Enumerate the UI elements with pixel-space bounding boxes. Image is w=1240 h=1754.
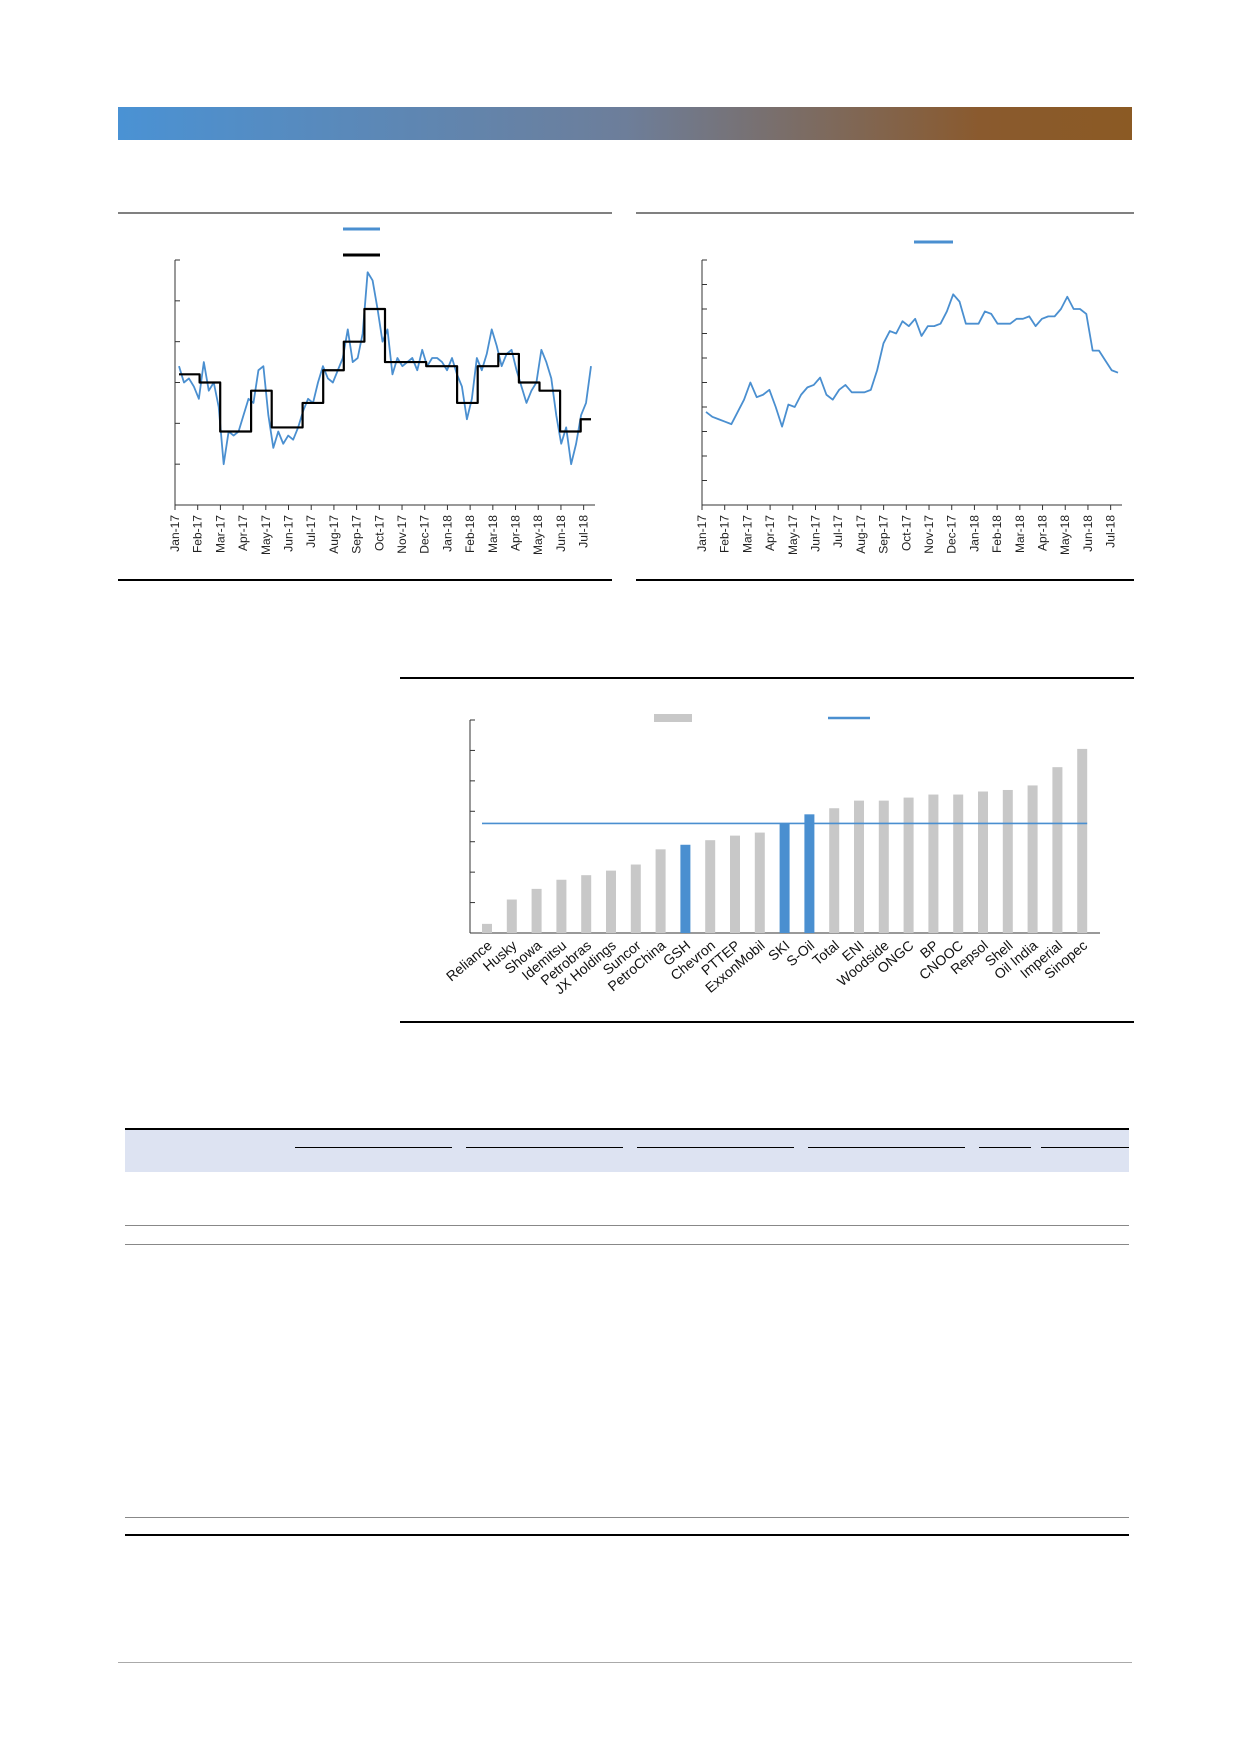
footer-rule	[118, 1662, 1132, 1663]
bar	[779, 823, 790, 933]
bar	[804, 814, 815, 933]
x-tick-label: Sep-17	[350, 515, 364, 554]
x-tick-label: Dec-17	[418, 515, 432, 554]
x-tick-label: Mar-18	[1013, 515, 1027, 553]
x-tick-label: Jun-18	[1081, 515, 1095, 552]
data-table	[125, 1128, 1129, 1538]
bar	[531, 888, 542, 933]
bar	[482, 923, 492, 933]
x-tick-label: Feb-17	[718, 515, 732, 553]
x-tick-label: Oct-17	[372, 515, 386, 551]
table-column-group-4	[808, 1147, 965, 1148]
table-column-group-1	[295, 1147, 452, 1148]
bar	[754, 832, 765, 933]
table-rule	[125, 1244, 1129, 1245]
table-column-group-2	[466, 1147, 623, 1148]
x-tick-label: Nov-17	[395, 515, 409, 554]
bar	[1052, 767, 1063, 933]
bar	[854, 800, 864, 933]
x-tick-label: Jul-17	[831, 515, 845, 548]
x-tick-label: Jan-17	[695, 515, 709, 552]
bar	[556, 879, 567, 933]
bar	[680, 844, 691, 933]
x-tick-label: Jul-18	[577, 515, 591, 548]
table-column-group-5	[979, 1147, 1031, 1148]
series-line-0	[705, 293, 1119, 428]
bar	[606, 870, 616, 933]
x-tick-label: Jun-18	[554, 515, 568, 552]
table-column-group-3	[637, 1147, 794, 1148]
bar	[829, 808, 840, 933]
x-tick-label: Aug-17	[327, 515, 341, 554]
chart-left-line: Jan-17 Feb-17 Mar-17 Apr-17 May-17 Jun-17 Jul-…	[118, 212, 612, 581]
chart-right-line: Jan-17 Feb-17 Mar-17 Apr-17 May-17 Jun-17 Jul-…	[636, 212, 1134, 581]
x-tick-label: Apr-17	[236, 515, 250, 551]
bar	[978, 791, 988, 933]
table-column-group-6	[1041, 1147, 1129, 1148]
table-rule	[125, 1225, 1129, 1226]
table-rule	[125, 1517, 1129, 1518]
x-tick-label: Jan-18	[967, 515, 981, 552]
bar	[730, 835, 740, 933]
bar	[903, 797, 914, 933]
x-tick-label: Apr-18	[509, 515, 523, 551]
bar	[1077, 748, 1088, 933]
x-tick-label: Dec-17	[945, 515, 959, 554]
x-tick-label: Feb-18	[463, 515, 477, 553]
x-tick-label: May-18	[531, 515, 545, 555]
category-label: Total	[809, 937, 842, 968]
bar	[1002, 789, 1013, 933]
bar	[630, 864, 641, 933]
x-tick-label: May-17	[786, 515, 800, 555]
x-tick-label: Jun-17	[809, 515, 823, 552]
x-tick-label: Oct-17	[899, 515, 913, 551]
x-tick-label: Jul-18	[1104, 515, 1118, 548]
x-tick-label: Feb-17	[191, 515, 205, 553]
x-tick-label: Jan-17	[168, 515, 182, 552]
bar	[705, 840, 716, 933]
x-tick-label: May-18	[1058, 515, 1072, 555]
table-rule-bottom	[125, 1534, 1129, 1536]
table-header	[125, 1128, 1129, 1172]
x-tick-label: Sep-17	[877, 515, 891, 554]
bar	[928, 794, 939, 933]
x-tick-label: Apr-18	[1036, 515, 1050, 551]
x-tick-label: Jan-18	[440, 515, 454, 552]
series-line-0	[178, 271, 592, 466]
bar	[581, 875, 592, 933]
x-tick-label: May-17	[259, 515, 273, 555]
x-tick-label: Aug-17	[854, 515, 868, 554]
bar	[878, 800, 889, 933]
bar	[953, 794, 964, 933]
header-banner	[118, 107, 1132, 140]
x-tick-label: Feb-18	[990, 515, 1004, 553]
x-tick-label: Mar-18	[486, 515, 500, 553]
x-tick-label: Mar-17	[740, 515, 754, 553]
x-tick-label: Nov-17	[922, 515, 936, 554]
bar	[506, 899, 517, 933]
series-line-1	[179, 307, 591, 433]
bar	[1027, 785, 1038, 933]
x-tick-label: Jun-17	[282, 515, 296, 552]
legend-swatch-gray-bar	[654, 714, 692, 722]
x-tick-label: Mar-17	[213, 515, 227, 553]
bar	[655, 849, 666, 933]
x-tick-label: Jul-17	[304, 515, 318, 548]
x-tick-label: Apr-17	[763, 515, 777, 551]
